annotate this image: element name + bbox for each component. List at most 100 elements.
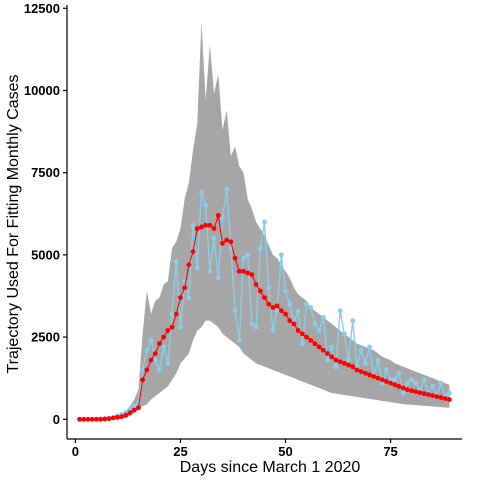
y-tick-label: 12500 (24, 1, 60, 16)
observed-point (165, 360, 171, 366)
fitted-point (438, 395, 444, 400)
fitted-point (383, 379, 389, 384)
fitted-point (337, 359, 343, 365)
fitted-point (308, 337, 314, 343)
fitted-point (211, 226, 217, 231)
observed-point (312, 321, 318, 327)
y-axis-title: Trajectory Used For Fitting Monthly Case… (5, 74, 22, 373)
fitted-point (157, 341, 162, 347)
fitted-point (354, 367, 360, 373)
observed-point (186, 295, 192, 301)
fitted-series (77, 213, 452, 422)
fitted-point (89, 416, 95, 422)
observed-point (215, 275, 221, 281)
fitted-point (241, 268, 246, 274)
observed-point (362, 360, 368, 366)
fitted-point (430, 393, 435, 398)
observed-point (274, 308, 280, 314)
fitted-point (98, 416, 104, 422)
fitted-point (304, 334, 309, 340)
observed-point (148, 337, 154, 343)
fitted-point (249, 272, 255, 278)
fitted-point (274, 303, 280, 309)
observed-point (266, 285, 272, 291)
fitted-point (442, 396, 448, 401)
observed-point (438, 380, 444, 386)
observed-point (161, 344, 167, 350)
fitted-point (316, 344, 322, 350)
fitted-point (220, 240, 225, 246)
observed-point (379, 380, 385, 386)
fitted-point (295, 328, 301, 333)
fitted-point (350, 364, 356, 370)
y-tick-label: 10000 (24, 83, 60, 98)
fitted-point (131, 407, 137, 413)
x-tick-label: 0 (72, 444, 79, 459)
observed-point (308, 305, 314, 310)
observed-point (232, 308, 238, 314)
axis-layer (66, 5, 462, 440)
observed-point (169, 311, 175, 317)
observed-point (220, 216, 225, 222)
observed-point (194, 265, 200, 271)
observed-point (413, 380, 419, 386)
fitted-point (325, 351, 330, 356)
observed-point (358, 347, 364, 353)
fitted-point (199, 224, 204, 230)
observed-point (404, 380, 410, 386)
observed-point (409, 377, 414, 383)
observed-point (295, 308, 301, 314)
observed-point (253, 324, 259, 330)
observed-point (157, 367, 162, 373)
observed-point (211, 236, 217, 241)
series-layer (77, 186, 452, 422)
observed-point (299, 341, 305, 347)
observed-point (140, 367, 146, 373)
observed-point (207, 268, 213, 274)
observed-point (224, 186, 230, 192)
observed-point (396, 370, 402, 376)
fitted-point (253, 282, 259, 287)
fitted-point (409, 388, 414, 394)
fitted-point (203, 222, 209, 228)
observed-point (257, 245, 263, 251)
fitted-point (367, 372, 372, 378)
fitted-point (417, 390, 423, 396)
fitted-point (165, 328, 171, 333)
tick-layer: 0 2500 5000 7500 10000 12500 0 25 50 75 (24, 1, 398, 459)
fitted-point (400, 385, 406, 391)
observed-point (430, 383, 435, 389)
observed-point (383, 367, 389, 373)
fitted-point (388, 380, 393, 386)
fitted-point (245, 270, 251, 276)
observed-point (316, 328, 322, 333)
fitted-point (257, 288, 263, 294)
fitted-point (85, 416, 91, 422)
observed-point (178, 324, 183, 330)
observed-point (400, 390, 406, 396)
observed-point (333, 364, 339, 370)
observed-point (346, 357, 351, 363)
observed-point (388, 377, 393, 383)
fitted-point (77, 416, 83, 422)
fitted-point (375, 375, 381, 381)
fitted-point (299, 331, 305, 337)
observed-point (203, 203, 209, 208)
observed-point (131, 403, 137, 409)
fitted-point (169, 324, 175, 330)
observed-point (241, 255, 246, 261)
fitted-point (291, 321, 297, 327)
observed-point (152, 357, 158, 363)
fitted-point (127, 410, 133, 416)
observed-point (270, 328, 276, 333)
fitted-point (182, 285, 188, 291)
observed-point (199, 190, 204, 195)
observed-point (236, 337, 242, 343)
fitted-point (413, 389, 419, 395)
fitted-point (81, 416, 87, 422)
fitted-point (123, 412, 129, 418)
observed-point (283, 288, 288, 294)
fitted-point (173, 311, 179, 317)
